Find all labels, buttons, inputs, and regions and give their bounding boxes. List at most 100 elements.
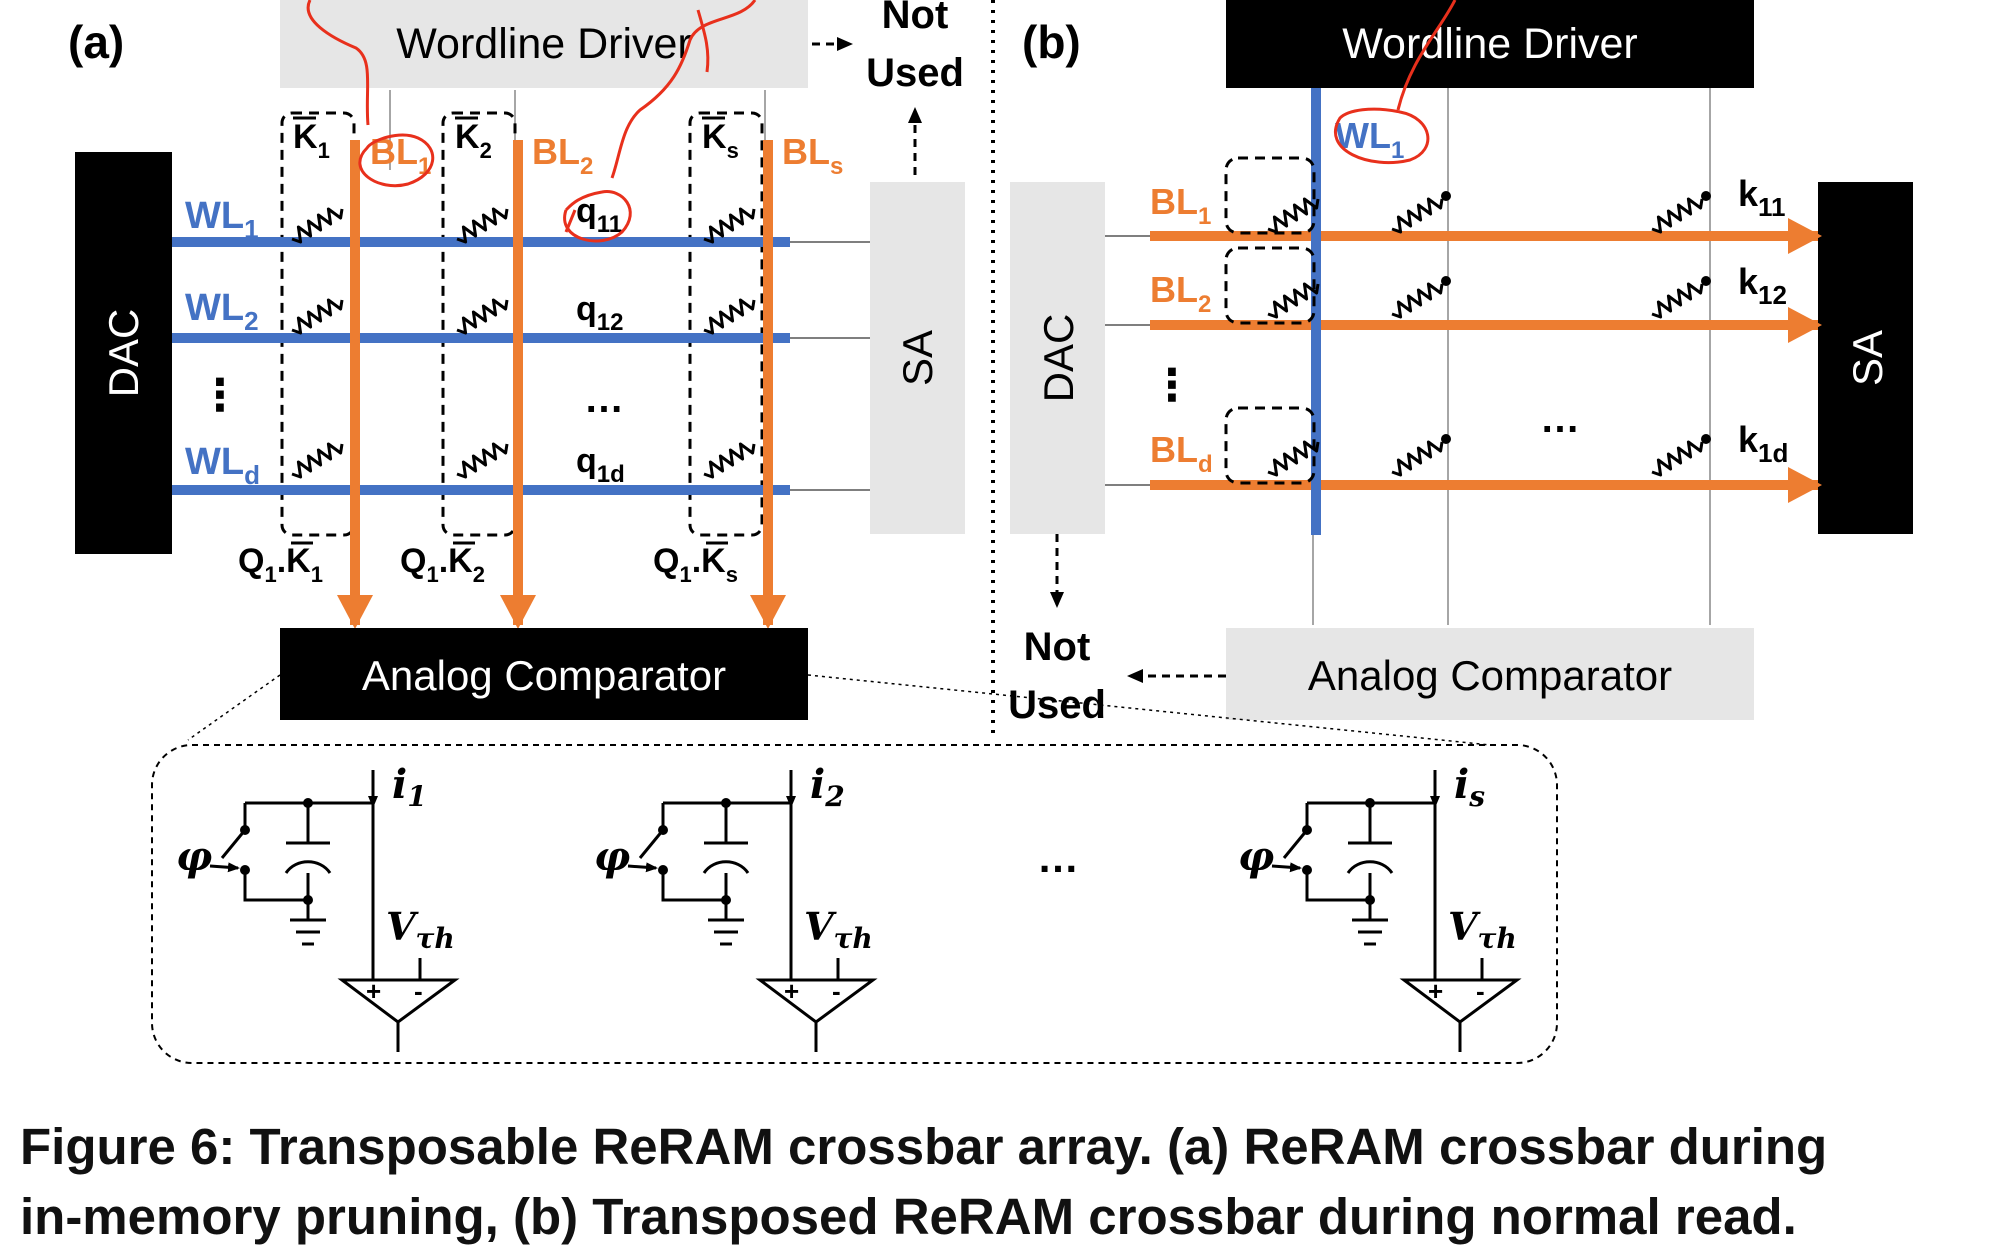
resistor-b — [1267, 440, 1320, 477]
figure-caption: Figure 6: Transposable ReRAM crossbar ar… — [20, 1112, 1980, 1252]
wordline-driver-label: Wordline Driver — [396, 20, 692, 68]
key-label-s: Ks — [702, 118, 739, 163]
resistor-b — [1391, 434, 1451, 477]
not-used-bottom-line1: Not — [1024, 625, 1091, 669]
cell-groups-b — [1224, 156, 1316, 485]
sa-connections — [790, 241, 870, 491]
wl-label-2: WL2 — [185, 287, 259, 336]
query-label-1d: q1d — [576, 442, 625, 488]
comparator-cell-3: is φ Vτh+ - — [1238, 761, 1522, 1052]
col-ellipsis-b: … — [1540, 397, 1580, 441]
analog-comparator-b-label: Analog Comparator — [1308, 652, 1672, 699]
panel-a-tag: (a) — [68, 16, 124, 68]
current-label: i1 — [392, 761, 427, 813]
key-label-2: K2 — [455, 118, 492, 163]
wl-label-1: WL1 — [185, 195, 259, 244]
sa-a-label: SA — [894, 330, 941, 386]
wordline-driver-b-label: Wordline Driver — [1342, 20, 1638, 68]
handwritten-annotations-a — [306, 0, 757, 243]
comparator-cell-2: i2 φ Vτh+ - — [594, 761, 878, 1052]
word-lines-a — [172, 237, 790, 495]
current-label: is — [1454, 761, 1485, 813]
resistor-cells-a — [291, 207, 756, 479]
dac-connections — [1105, 235, 1150, 486]
threshold-label: Vτh — [1448, 904, 1517, 955]
resistor-a — [703, 442, 756, 479]
sa-b-label: SA — [1844, 330, 1891, 386]
comparator-cell-1: i1 φ Vτh+ - — [176, 761, 460, 1052]
dac-b-label: DAC — [1035, 314, 1082, 403]
resistor-b — [1391, 191, 1451, 234]
bl-label-s: BLs — [782, 131, 843, 180]
resistor-b — [1391, 276, 1451, 319]
comparator-detail-frame — [151, 744, 1558, 1064]
plus-label: + — [366, 976, 381, 1006]
threshold-label: Vτh — [386, 904, 455, 955]
switch-label: φ — [176, 833, 212, 880]
k-label-12: k12 — [1738, 261, 1787, 310]
analog-comparator-b-box — [1226, 628, 1754, 720]
not-used-top-line1: Not — [882, 0, 949, 37]
resistor-b — [1267, 282, 1320, 319]
column-guides-b — [1312, 88, 1711, 625]
analog-comparator-a-box — [280, 628, 808, 720]
minus-label: - — [1476, 976, 1485, 1006]
panel-b-tag: (b) — [1022, 16, 1081, 68]
panel-a: (a) Wordline Driver Not Used DAC SA — [68, 0, 965, 720]
not-used-top-line2: Used — [866, 51, 964, 95]
sa-b-box — [1818, 182, 1913, 534]
panel-b: (b) Wordline Driver DAC SA — [1008, 0, 1913, 727]
resistor-b — [1651, 276, 1711, 319]
plus-label: + — [784, 976, 799, 1006]
resistor-cells-b — [1267, 191, 1711, 477]
wordline-driver-b-box — [1226, 0, 1754, 88]
comparator-ellipsis: … — [1037, 834, 1079, 881]
bl-b-label-1: BL1 — [1150, 181, 1211, 230]
bl-b-label-2: BL2 — [1150, 269, 1211, 318]
bit-lines-b — [1150, 218, 1822, 503]
product-label-1: Q1.K1 — [238, 542, 323, 587]
resistor-a — [291, 442, 344, 479]
resistor-a — [456, 442, 509, 479]
plus-label: + — [1428, 976, 1443, 1006]
key-groups — [280, 111, 764, 537]
dac-b-box — [1010, 182, 1105, 534]
resistor-a — [703, 207, 756, 244]
resistor-b — [1651, 434, 1711, 477]
resistor-a — [291, 298, 344, 335]
not-used-bottom-line2: Used — [1008, 683, 1106, 727]
product-label-2: Q1.K2 — [400, 542, 485, 587]
minus-label: - — [832, 976, 841, 1006]
analog-comparator-a-label: Analog Comparator — [362, 652, 726, 699]
threshold-label: Vτh — [804, 904, 873, 955]
bl-label-2: BL2 — [532, 131, 593, 180]
switch-label: φ — [594, 833, 630, 880]
switch-label: φ — [1238, 833, 1274, 880]
k-label-1d: k1d — [1738, 419, 1788, 468]
resistor-a — [291, 207, 344, 244]
resistor-a — [456, 207, 509, 244]
bl-b-label-d: BLd — [1150, 429, 1213, 478]
handwritten-annotations-b — [1333, 0, 1457, 165]
resistor-b — [1267, 197, 1320, 234]
dac-a-label: DAC — [100, 309, 147, 398]
caption-line-2: in-memory pruning, (b) Transposed ReRAM … — [20, 1188, 1797, 1245]
wl-b-label: WL1 — [1335, 115, 1404, 164]
dac-a-box — [75, 152, 172, 554]
row-ellipsis-b: ⋮ — [1150, 361, 1194, 410]
sa-a-box — [870, 182, 965, 534]
zoom-line-right — [807, 674, 1491, 746]
query-label-12: q12 — [576, 290, 623, 336]
col-ellipsis-a: … — [584, 377, 624, 421]
row-ellipsis-a: ⋮ — [198, 371, 242, 420]
zoom-line-left — [187, 674, 281, 741]
minus-label: - — [414, 976, 423, 1006]
wl-label-d: WLd — [185, 441, 260, 490]
caption-line-1: Figure 6: Transposable ReRAM crossbar ar… — [20, 1118, 1828, 1175]
key-label-1: K1 — [293, 118, 330, 163]
resistor-a — [703, 298, 756, 335]
current-label: i2 — [810, 761, 845, 813]
